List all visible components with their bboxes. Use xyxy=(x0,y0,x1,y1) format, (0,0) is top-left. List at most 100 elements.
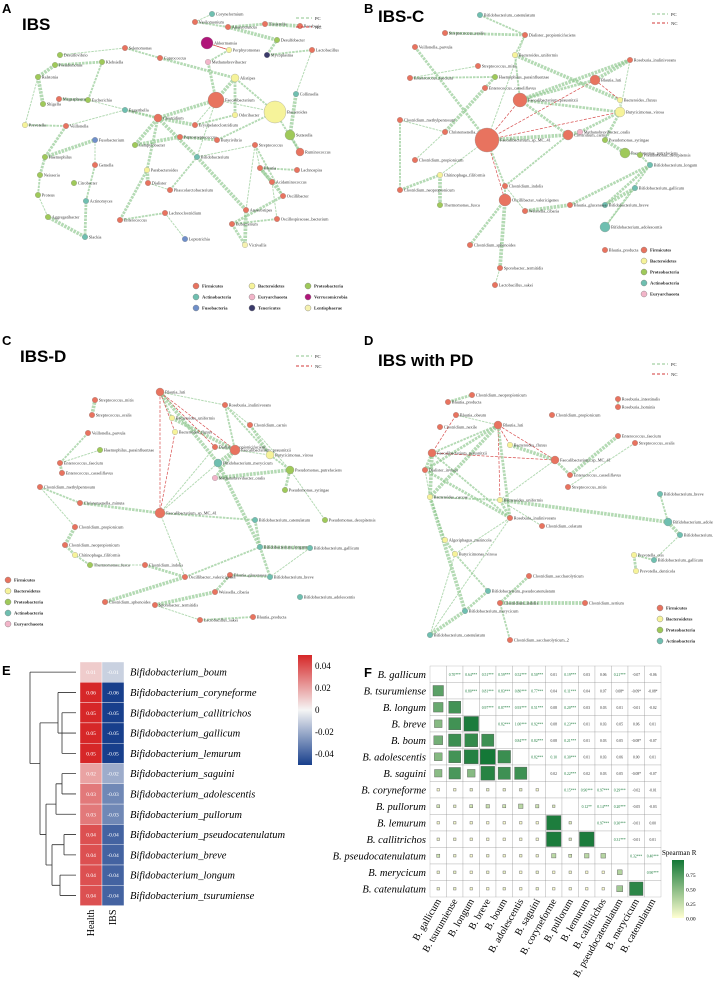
taxon-node xyxy=(92,162,98,168)
corr-square xyxy=(502,887,506,891)
corr-square xyxy=(486,837,490,841)
positive-correlation-edge xyxy=(567,442,636,488)
positive-correlation-edge xyxy=(87,61,103,101)
heat-row-label: Bifidobacterium_lemurum xyxy=(130,749,241,760)
taxon-node xyxy=(617,97,623,103)
taxon-node xyxy=(77,500,83,506)
corr-value: 0.97*** xyxy=(482,706,494,710)
edge-legend-pc-c: PC xyxy=(315,354,321,359)
taxon-label: Sutterella xyxy=(296,133,313,138)
network-b-nodes: Bifidobacterium_catenulatum Streptococcus… xyxy=(397,12,698,288)
corr-row-label: B. pullorum xyxy=(376,802,427,813)
corr-value: -0.08* xyxy=(648,689,658,693)
taxon-label: Enterococcus_casseliflavus xyxy=(66,471,114,476)
corr-value: -0.08* xyxy=(631,772,641,776)
corr-square xyxy=(497,750,511,764)
positive-correlation-edge xyxy=(424,469,431,498)
taxon-label: Blautia_obeum xyxy=(460,413,487,418)
taxon-label: Blautia_glucerasea xyxy=(234,573,267,578)
positive-correlation-edge xyxy=(37,174,41,196)
taxon-label: Prevotella xyxy=(29,123,47,128)
positive-correlation-edge xyxy=(248,424,272,456)
corr-value: 0.80*** xyxy=(515,689,527,693)
positive-correlation-edge xyxy=(39,486,81,504)
corr-cell-frame xyxy=(627,863,645,881)
taxon-node xyxy=(59,470,65,476)
negative-correlation-edge xyxy=(431,414,457,454)
legend-swatch xyxy=(640,257,648,265)
positive-correlation-edge xyxy=(195,155,248,212)
corr-square xyxy=(434,769,443,778)
taxon-node xyxy=(274,216,280,222)
legend-swatch xyxy=(640,268,648,276)
corr-square xyxy=(469,887,473,891)
corr-value: 0.50*** xyxy=(531,673,543,677)
taxon-label: Sporobacter_termitidis xyxy=(504,266,544,271)
taxon-node xyxy=(263,100,287,124)
positive-correlation-edge xyxy=(154,590,216,607)
taxon-node xyxy=(549,412,555,418)
corr-value: 0.01 xyxy=(650,755,657,759)
taxon-label: Clostridium_indolis xyxy=(509,184,544,189)
taxon-label: Eggerthella xyxy=(129,108,149,113)
taxon-node xyxy=(42,154,48,160)
corr-value: 0.02 xyxy=(584,772,591,776)
corr-value: 0.00 xyxy=(650,821,657,825)
taxon-label: Clostridium_neopropionicum xyxy=(69,543,121,548)
taxon-label: Oscillibacter xyxy=(287,194,310,199)
taxon-label: Bifidobacterium_catenulatum xyxy=(484,13,536,18)
positive-correlation-edge xyxy=(159,56,236,80)
legend-label: Lentisphaerae xyxy=(314,306,342,311)
taxon-label: Dialister_invisus xyxy=(429,468,458,473)
taxon-node xyxy=(142,562,148,568)
edge-legend-pc: PC xyxy=(315,16,321,21)
taxon-label: Oscillibacter_valericigenes xyxy=(512,198,559,203)
taxon-node xyxy=(182,236,188,242)
positive-correlation-edge xyxy=(619,59,631,113)
corr-value: 0.30*** xyxy=(564,755,576,759)
corr-value: 0.08 xyxy=(551,739,558,743)
panel-c: C IBS-D Blautia_luti Streptococcus_mitis R… xyxy=(2,333,376,628)
taxon-node xyxy=(57,460,63,466)
taxon-node xyxy=(194,154,200,160)
corr-value: 0.05 xyxy=(617,739,624,743)
taxon-label: Clostridium_carnis xyxy=(574,133,607,138)
corr-value: 0.97*** xyxy=(597,788,609,792)
positive-correlation-edge xyxy=(196,144,256,158)
corr-row-label: B. breve xyxy=(391,719,426,730)
panel-a: A IBS Coryneformium Vasilomonium Desulfovi… xyxy=(2,1,348,312)
heat-cell-value: -0.04 xyxy=(107,893,119,899)
taxon-node xyxy=(167,187,173,193)
taxon-label: Megasphaera xyxy=(63,97,86,102)
taxon-label: Pseudomonas_syringae xyxy=(289,488,329,493)
legend-swatch xyxy=(656,604,664,612)
corr-value: 0.14*** xyxy=(597,805,609,809)
corr-square xyxy=(434,719,443,728)
positive-correlation-edge xyxy=(159,391,226,406)
taxon-label: Escherichia xyxy=(92,98,112,103)
panel-b-letter: B xyxy=(364,1,373,16)
taxon-label: Bifidobacterium_gallicum xyxy=(658,558,704,563)
legend-label: Firmicutes xyxy=(666,606,687,611)
taxon-label: Chitinophaga_filiformis xyxy=(79,553,121,558)
heat-cell-value: 0.05 xyxy=(86,711,96,717)
positive-correlation-edge xyxy=(254,144,261,169)
corr-square xyxy=(433,702,444,713)
taxon-node xyxy=(507,442,513,448)
taxon-label: Haemophilus_parainfluenzae xyxy=(499,75,549,80)
taxon-label: Veillonella_parvula xyxy=(419,45,453,50)
taxon-node xyxy=(212,475,218,481)
taxon-label: Clostridium_celatum xyxy=(546,524,583,529)
positive-correlation-edge xyxy=(54,60,103,67)
corr-cell-frame xyxy=(611,847,629,865)
taxon-node xyxy=(144,167,150,173)
colorbar-tick: 0.50 xyxy=(686,888,696,894)
taxon-label: Lactobacillus xyxy=(316,48,339,53)
taxon-label: Faecalibacterium_sp_MC_41 xyxy=(500,138,551,143)
taxon-label: Anaerotruncus xyxy=(232,25,258,30)
corr-square xyxy=(453,788,457,792)
corr-value: 0.59*** xyxy=(498,673,510,677)
taxon-node xyxy=(99,59,105,65)
corr-square xyxy=(453,887,457,891)
taxon-label: Roseburia_inulinivorans xyxy=(229,403,272,408)
